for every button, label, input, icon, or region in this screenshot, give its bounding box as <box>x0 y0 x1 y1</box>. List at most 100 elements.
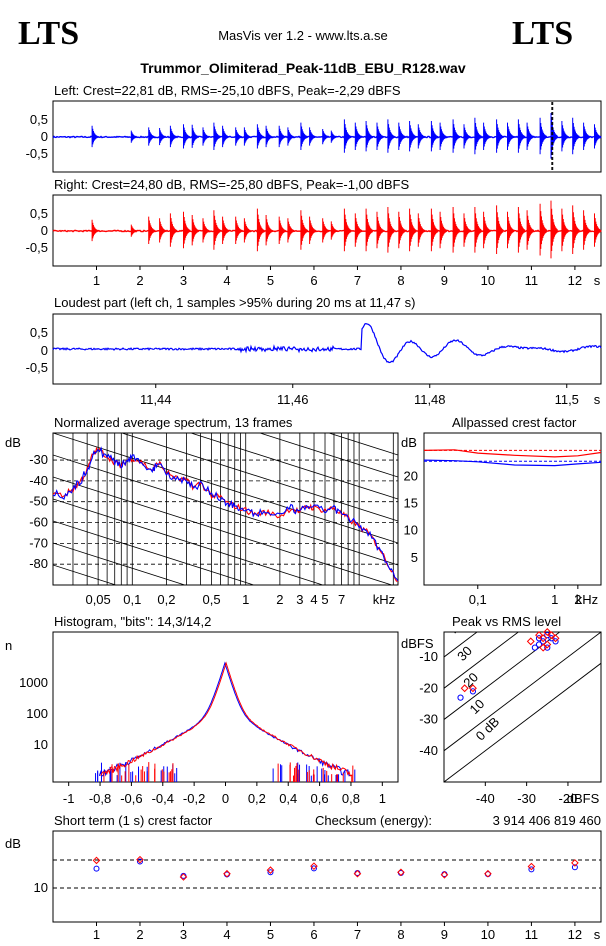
x-tick-label: 0,5 <box>203 592 221 607</box>
right-point <box>539 643 548 652</box>
x-tick-label: 11 <box>525 273 539 288</box>
right-crest-point <box>136 855 144 864</box>
left-point <box>469 688 477 695</box>
x-tick-label: 2 <box>136 927 143 942</box>
transient-hit <box>452 207 460 253</box>
y-tick-label: 10 <box>34 880 48 895</box>
y-tick-label: -30 <box>419 712 438 727</box>
diagonal-label: 0 dB <box>473 714 503 744</box>
y-tick-label: 0,5 <box>30 325 48 340</box>
x-tick-label: 0,2 <box>157 592 175 607</box>
right-point <box>551 634 560 643</box>
x-unit-label: s <box>594 392 601 407</box>
y-tick-label: -0,5 <box>26 240 48 255</box>
left-point <box>531 644 538 651</box>
y-tick-label: 0,5 <box>30 206 48 221</box>
right-point <box>539 634 548 643</box>
transient-hit <box>354 122 363 150</box>
transient-hit <box>483 211 491 249</box>
x-unit-label: s <box>594 273 601 288</box>
right-crest-point <box>266 866 275 874</box>
transient-hit <box>330 221 339 240</box>
transient-hit <box>376 122 384 150</box>
slope-line <box>53 454 398 566</box>
x-tick-label: 2 <box>276 592 283 607</box>
histogram-panel: Histogram, "bits": 14,3/14,2 n 100010010… <box>5 614 399 806</box>
transient-hit <box>256 124 265 149</box>
x-tick-label: 3 <box>180 273 187 288</box>
y-tick-label: -70 <box>29 535 48 550</box>
logo-left: LTS <box>18 15 79 52</box>
short-term-y-label: dB <box>5 836 21 851</box>
transient-hit <box>463 213 471 247</box>
transient-hit <box>213 210 221 250</box>
transient-hit <box>417 124 426 149</box>
x-tick-label: 0,1 <box>469 592 487 607</box>
y-tick-label: -40 <box>29 473 48 488</box>
transient-hit <box>526 210 534 250</box>
peak-vs-rms-frame <box>443 631 602 783</box>
histogram-frame <box>52 631 399 783</box>
transient-hit <box>243 218 252 243</box>
transient-hit <box>417 213 426 247</box>
transient-hit <box>517 119 526 153</box>
slope-line <box>53 498 325 585</box>
time-axis: 11,44 11,46 11,48 11,5 <box>140 384 579 407</box>
loudest-part-trace <box>52 322 602 364</box>
checksum-label: Checksum (energy): <box>315 813 432 828</box>
right-point <box>468 684 477 693</box>
left-point <box>457 694 464 701</box>
transient-hit <box>452 119 460 153</box>
left-crest-point <box>93 865 100 872</box>
x-axis-label: dBFS <box>567 791 600 806</box>
diagonal-label: 30 <box>454 643 475 664</box>
slope-line <box>53 631 398 741</box>
right-crest-point <box>179 873 188 881</box>
spectrum-x-axis: 0,05 0,1 0,2 0,5 1 2 3 4 5 7 <box>85 592 345 607</box>
short-term-crest-title: Short term (1 s) crest factor <box>54 813 213 828</box>
transient-hit <box>483 122 491 150</box>
slope-line <box>53 542 187 585</box>
y-tick-label: -40 <box>419 743 438 758</box>
slope-line <box>258 433 398 478</box>
transient-hit <box>202 218 210 243</box>
right-point <box>526 637 535 646</box>
transient-hit <box>191 124 199 148</box>
x-tick-label: 2 <box>574 592 581 607</box>
y-tick-label: -10 <box>419 649 438 664</box>
time-axis: 1 2 3 4 5 6 7 8 9 10 11 12 <box>93 922 582 942</box>
slope-line <box>53 520 256 585</box>
crest-curve <box>423 459 602 467</box>
file-name: Trummor_Olimiterad_Peak-11dB_EBU_R128.wa… <box>140 60 465 76</box>
allpassed-crest-title: Allpassed crest factor <box>452 415 577 430</box>
transient-hit <box>191 215 199 246</box>
right-point <box>543 640 552 649</box>
y-tick-label: 0 <box>41 223 48 238</box>
histogram-y-label: n <box>5 638 12 653</box>
slope-line <box>53 675 398 785</box>
transient-hit <box>539 117 547 155</box>
slope-line <box>53 301 398 411</box>
x-tick-label: 11,46 <box>277 392 309 407</box>
x-tick-label: 0,05 <box>85 592 110 607</box>
right-crest-point <box>397 868 405 877</box>
histogram-x-axis: -1 -0,8 -0,6 -0,4 -0,2 0 0,2 0,4 0,6 0,8 1 <box>63 782 386 806</box>
diagonal-label: 40 <box>448 616 469 637</box>
app-title: MasVis ver 1.2 - www.lts.a.se <box>218 28 388 43</box>
left-waveform-trace <box>52 102 602 171</box>
short-term-crest-plot <box>53 855 601 889</box>
left-crest-point <box>136 858 143 865</box>
transient-hit <box>430 208 439 252</box>
transient-hit <box>159 218 167 243</box>
transient-hit <box>354 213 363 247</box>
right-waveform-title: Right: Crest=24,80 dB, RMS=-25,80 dBFS, … <box>54 177 409 192</box>
transient-hit <box>265 125 273 148</box>
peak-vs-rms-x-axis: -40 -30 -20 <box>476 782 577 806</box>
y-tick-label: 100 <box>26 706 48 721</box>
spectrum-grid <box>52 301 398 785</box>
transient-hit <box>300 122 308 150</box>
right-crest-point <box>92 856 101 865</box>
transient-hit <box>387 119 395 153</box>
checksum-value: 3 914 406 819 460 <box>493 813 601 828</box>
